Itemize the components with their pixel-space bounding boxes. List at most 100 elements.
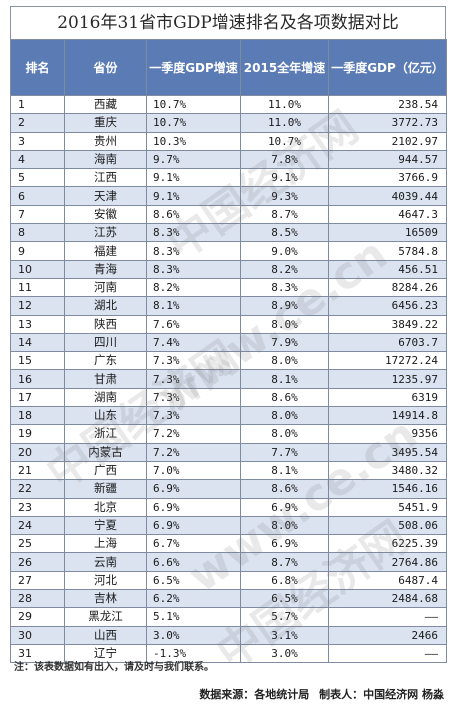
table-maker-text: 制表人：中国经济网 杨淼 bbox=[319, 688, 444, 701]
q1-gdp-cell: 238.54 bbox=[328, 94, 447, 115]
table-row: 2 重庆 10.7% 11.0% 3772.73 bbox=[10, 113, 447, 133]
table-row: 8 江苏 8.3% 8.5% 16509 bbox=[10, 223, 447, 243]
rank-cell: 22 bbox=[10, 479, 65, 499]
rank-cell: 25 bbox=[10, 534, 65, 554]
q1-growth-cell: 7.3% bbox=[146, 387, 241, 408]
table-row: 13 陕西 7.6% 8.0% 3849.22 bbox=[10, 314, 447, 334]
rank-cell: 3 bbox=[10, 131, 65, 151]
q1-gdp-cell: 3480.32 bbox=[328, 460, 447, 481]
q1-gdp-cell: 3849.22 bbox=[328, 314, 447, 334]
2015-growth-cell: 7.8% bbox=[240, 149, 329, 170]
q1-growth-cell: 9.7% bbox=[146, 149, 241, 170]
2015-growth-cell: 8.7% bbox=[240, 204, 329, 225]
q1-growth-cell: 6.5% bbox=[146, 570, 241, 591]
2015-growth-cell: 6.9% bbox=[240, 534, 329, 554]
table-row: 15 广东 7.3% 8.0% 17272.24 bbox=[10, 351, 447, 371]
province-cell: 西藏 bbox=[64, 94, 147, 115]
province-cell: 宁夏 bbox=[64, 515, 147, 536]
q1-gdp-cell: 8284.26 bbox=[328, 277, 447, 298]
header-q1-growth: 一季度GDP增速 bbox=[146, 39, 241, 96]
2015-growth-cell: 8.2% bbox=[240, 259, 329, 279]
q1-gdp-cell: 456.51 bbox=[328, 259, 447, 279]
footnote: 注：该表数据如有出入，请及时与我们联系。 bbox=[14, 662, 214, 673]
q1-growth-cell: 7.6% bbox=[146, 314, 241, 334]
q1-gdp-cell: 5784.8 bbox=[328, 241, 447, 261]
rank-cell: 29 bbox=[10, 607, 65, 627]
2015-growth-cell: 3.0% bbox=[240, 643, 329, 664]
province-cell: 青海 bbox=[64, 259, 147, 279]
province-cell: 浙江 bbox=[64, 424, 147, 444]
2015-growth-cell: 8.9% bbox=[240, 296, 329, 316]
province-cell: 山东 bbox=[64, 406, 147, 426]
rank-cell: 2 bbox=[10, 113, 65, 133]
table-row: 3 贵州 10.3% 10.7% 2102.97 bbox=[10, 131, 447, 151]
q1-growth-cell: 9.1% bbox=[146, 186, 241, 206]
province-cell: 河北 bbox=[64, 570, 147, 591]
province-cell: 重庆 bbox=[64, 113, 147, 133]
province-cell: 安徽 bbox=[64, 204, 147, 225]
q1-growth-cell: 7.2% bbox=[146, 424, 241, 444]
source-line: 数据来源：各地统计局 制表人：中国经济网 杨淼 bbox=[193, 686, 444, 702]
table-row: 17 湖南 7.3% 8.6% 6319 bbox=[10, 387, 447, 408]
table-row: 22 新疆 6.9% 8.6% 1546.16 bbox=[10, 479, 447, 499]
2015-growth-cell: 8.0% bbox=[240, 406, 329, 426]
q1-growth-cell: 6.7% bbox=[146, 534, 241, 554]
rank-cell: 15 bbox=[10, 351, 65, 371]
2015-growth-cell: 11.0% bbox=[240, 94, 329, 115]
table-row: 9 福建 8.3% 9.0% 5784.8 bbox=[10, 241, 447, 261]
2015-growth-cell: 8.1% bbox=[240, 369, 329, 389]
2015-growth-cell: 6.8% bbox=[240, 570, 329, 591]
table-row: 21 广西 7.0% 8.1% 3480.32 bbox=[10, 460, 447, 481]
2015-growth-cell: 8.0% bbox=[240, 424, 329, 444]
2015-growth-cell: 9.0% bbox=[240, 241, 329, 261]
province-cell: 北京 bbox=[64, 497, 147, 517]
q1-gdp-cell: 5451.9 bbox=[328, 497, 447, 517]
q1-gdp-cell: 2466 bbox=[328, 625, 447, 645]
rank-cell: 12 bbox=[10, 296, 65, 316]
q1-growth-cell: -1.3% bbox=[146, 643, 241, 664]
rank-cell: 1 bbox=[10, 94, 65, 115]
data-table-container: 2016年31省市GDP增速排名及各项数据对比 排名 省份 一季度GDP增速 2… bbox=[10, 6, 447, 664]
2015-growth-cell: 8.7% bbox=[240, 552, 329, 572]
gdp-table: 排名 省份 一季度GDP增速 2015全年增速 一季度GDP（亿元） 1 西藏 10… bbox=[10, 39, 447, 664]
province-cell: 辽宁 bbox=[64, 643, 147, 664]
header-rank: 排名 bbox=[10, 39, 65, 96]
table-row: 6 天津 9.1% 9.3% 4039.44 bbox=[10, 186, 447, 206]
table-row: 11 河南 8.2% 8.3% 8284.26 bbox=[10, 277, 447, 298]
q1-growth-cell: 6.6% bbox=[146, 552, 241, 572]
2015-growth-cell: 11.0% bbox=[240, 113, 329, 133]
rank-cell: 21 bbox=[10, 460, 65, 481]
2015-growth-cell: 8.0% bbox=[240, 351, 329, 371]
province-cell: 四川 bbox=[64, 332, 147, 353]
table-row: 5 江西 9.1% 9.1% 3766.9 bbox=[10, 168, 447, 188]
q1-growth-cell: 6.2% bbox=[146, 589, 241, 609]
table-header-row: 排名 省份 一季度GDP增速 2015全年增速 一季度GDP（亿元） bbox=[10, 39, 447, 96]
header-q1-gdp: 一季度GDP（亿元） bbox=[328, 39, 447, 96]
rank-cell: 24 bbox=[10, 515, 65, 536]
q1-growth-cell: 6.9% bbox=[146, 479, 241, 499]
q1-growth-cell: 10.7% bbox=[146, 94, 241, 115]
q1-growth-cell: 9.1% bbox=[146, 168, 241, 188]
province-cell: 湖南 bbox=[64, 387, 147, 408]
table-row: 14 四川 7.4% 7.9% 6703.7 bbox=[10, 332, 447, 353]
q1-growth-cell: 6.9% bbox=[146, 515, 241, 536]
q1-gdp-cell: 6487.4 bbox=[328, 570, 447, 591]
table-row: 4 海南 9.7% 7.8% 944.57 bbox=[10, 149, 447, 170]
rank-cell: 8 bbox=[10, 223, 65, 243]
rank-cell: 14 bbox=[10, 332, 65, 353]
province-cell: 江西 bbox=[64, 168, 147, 188]
province-cell: 湖北 bbox=[64, 296, 147, 316]
table-row: 28 吉林 6.2% 6.5% 2484.68 bbox=[10, 589, 447, 609]
province-cell: 黑龙江 bbox=[64, 607, 147, 627]
rank-cell: 17 bbox=[10, 387, 65, 408]
2015-growth-cell: 8.6% bbox=[240, 387, 329, 408]
q1-growth-cell: 10.3% bbox=[146, 131, 241, 151]
q1-growth-cell: 5.1% bbox=[146, 607, 241, 627]
q1-growth-cell: 8.2% bbox=[146, 277, 241, 298]
q1-gdp-cell: 944.57 bbox=[328, 149, 447, 170]
q1-growth-cell: 8.3% bbox=[146, 259, 241, 279]
table-row: 10 青海 8.3% 8.2% 456.51 bbox=[10, 259, 447, 279]
q1-growth-cell: 6.9% bbox=[146, 497, 241, 517]
q1-growth-cell: 8.1% bbox=[146, 296, 241, 316]
table-row: 19 浙江 7.2% 8.0% 9356 bbox=[10, 424, 447, 444]
